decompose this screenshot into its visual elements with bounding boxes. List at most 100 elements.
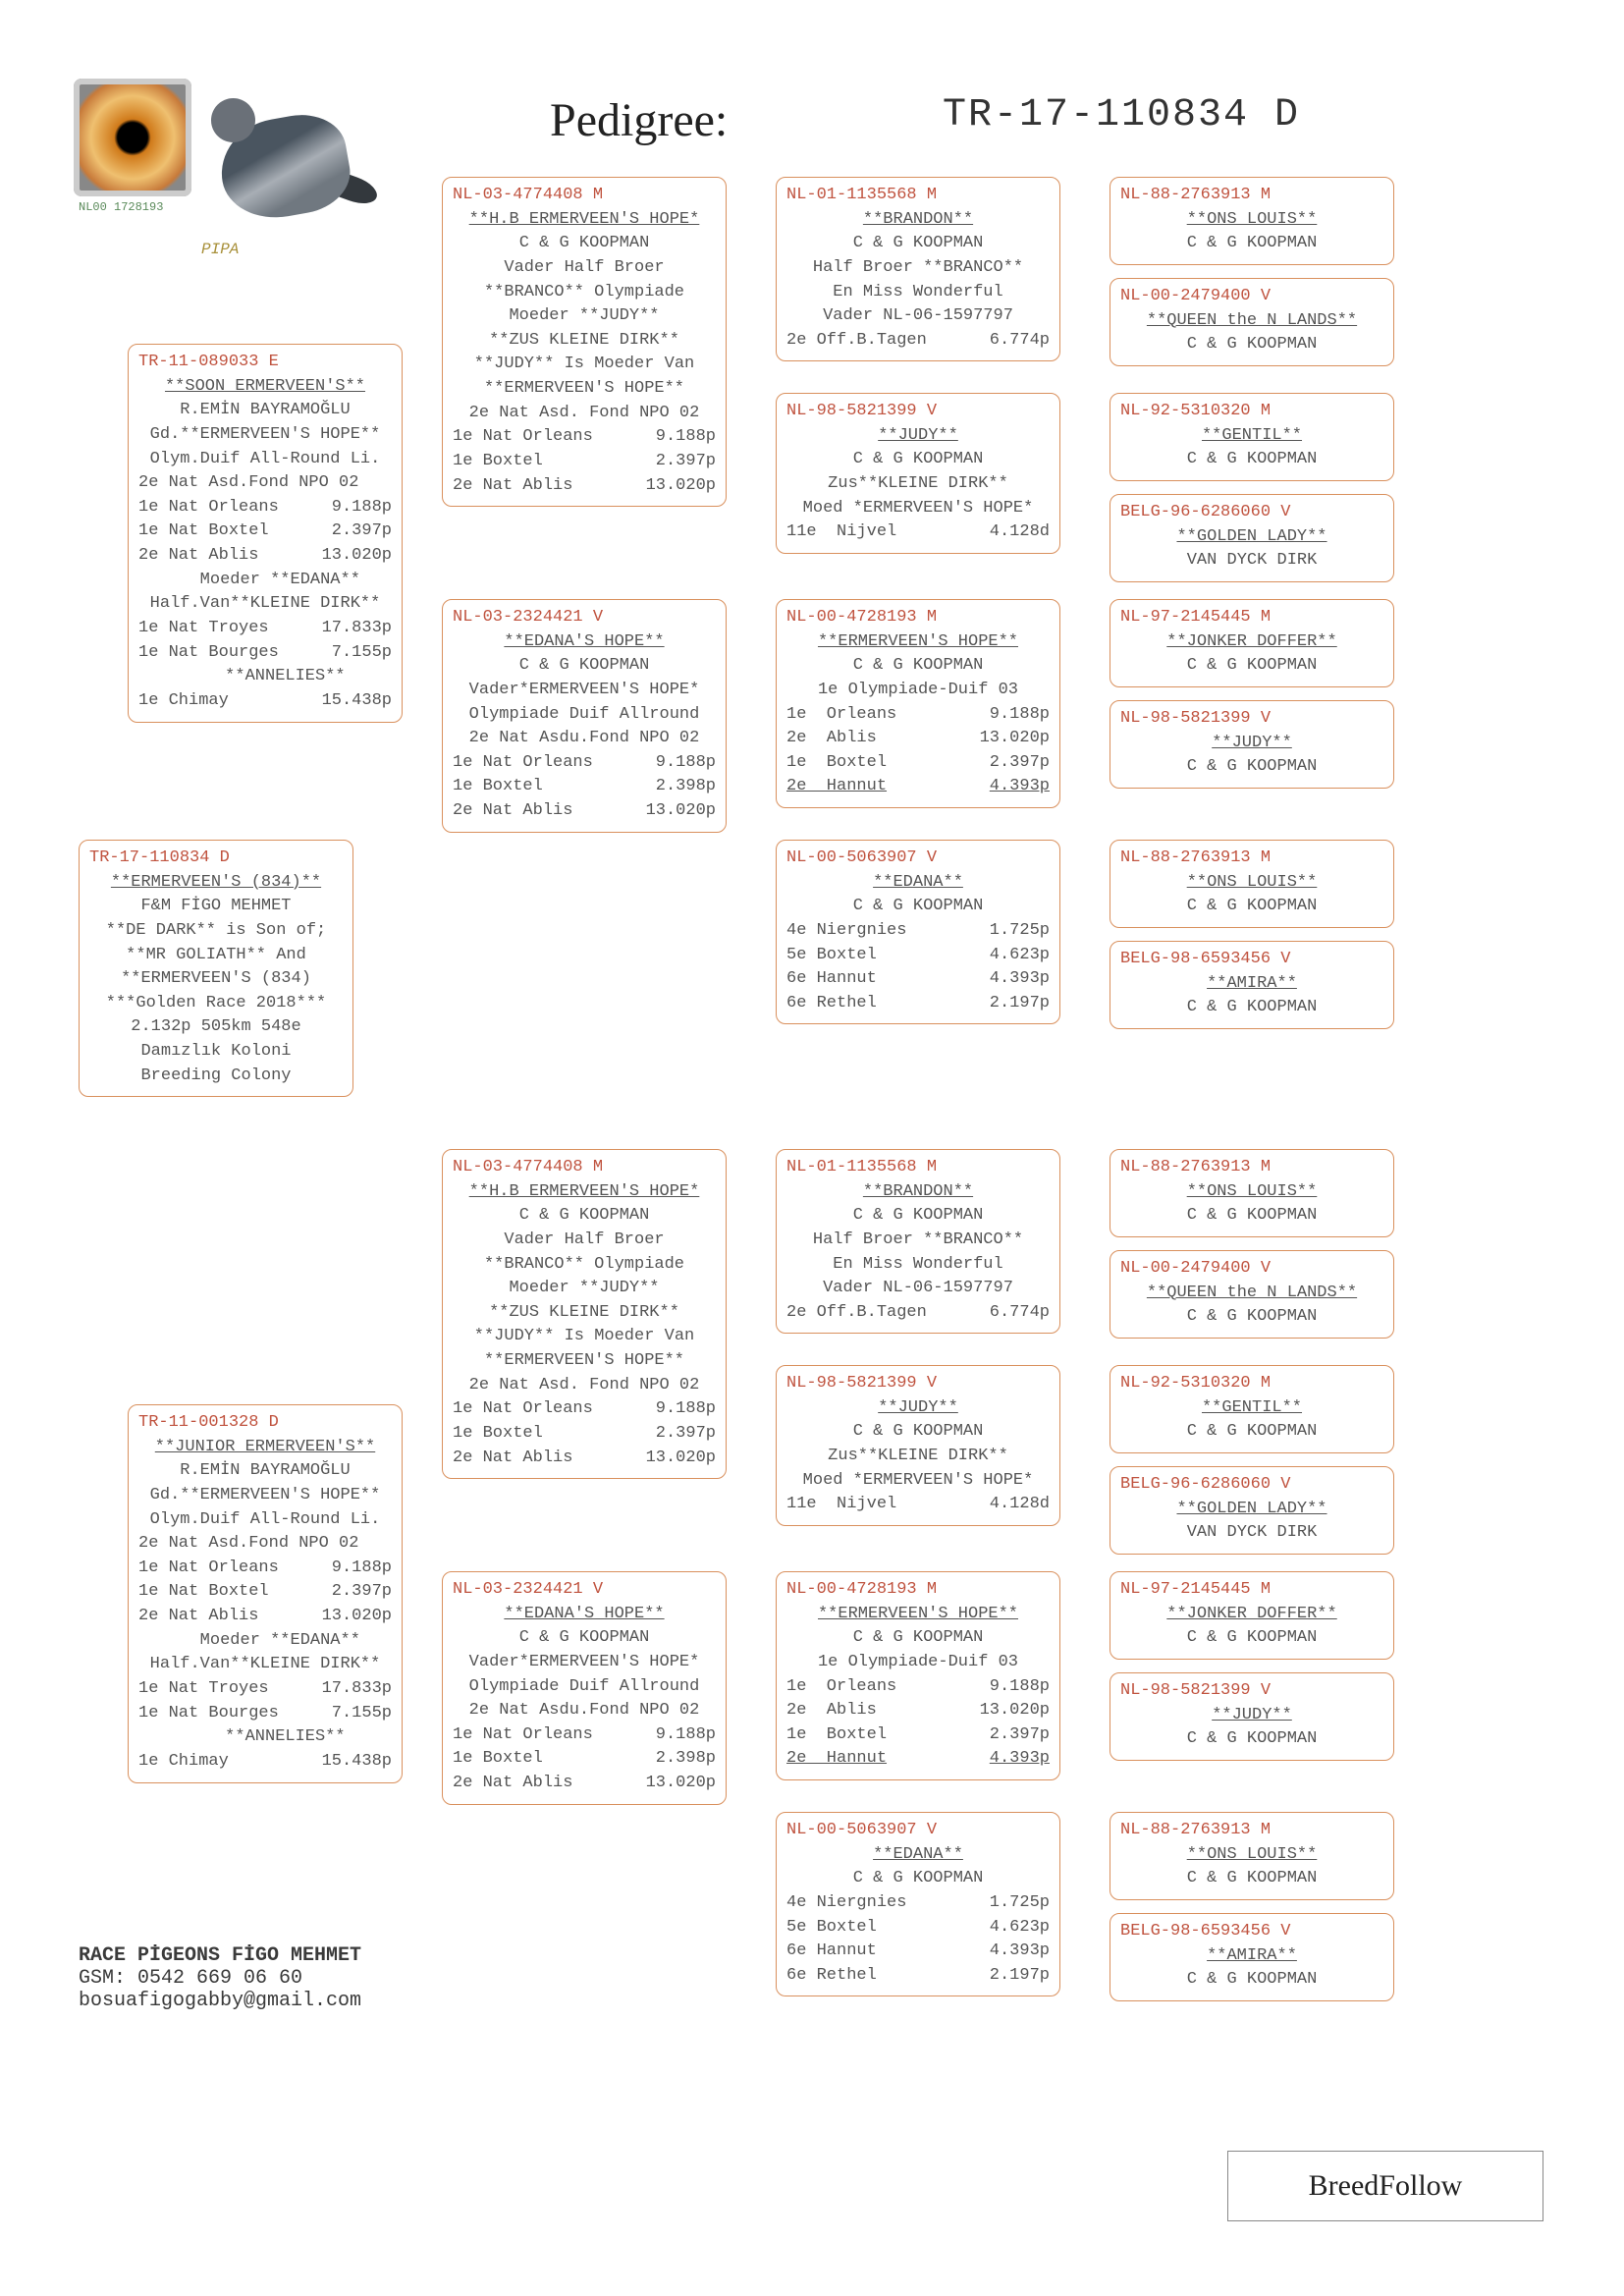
info-line: C & G KOOPMAN <box>453 654 716 679</box>
result-row: 1e Nat Troyes17.833p <box>138 617 392 641</box>
ring-number: NL-88-2763913 M <box>1120 1821 1271 1839</box>
info-line: **ERMERVEEN'S (834) <box>89 967 343 992</box>
pigeon-name: **ERMERVEEN'S HOPE** <box>786 630 1050 655</box>
info-line: 1e Olympiade-Duif 03 <box>786 1651 1050 1675</box>
info-line: Moeder **JUDY** <box>453 1277 716 1301</box>
pigeon-name: **ONS LOUIS** <box>1120 208 1383 233</box>
box-greatgrandparent-4: NL-01-1135568 M**BRANDON**C & G KOOPMANH… <box>776 1149 1060 1334</box>
info-line: C & G KOOPMAN <box>1120 755 1383 780</box>
result-row: 1e Orleans9.188p <box>786 1675 1050 1700</box>
ring-number: TR-11-089033 E <box>138 353 279 371</box>
info-line: Vader NL-06-1597797 <box>786 304 1050 329</box>
result-row: 2e Nat Ablis13.020p <box>138 1605 392 1629</box>
result-row: 2e Nat Ablis13.020p <box>453 1447 716 1471</box>
info-line: En Miss Wonderful <box>786 281 1050 305</box>
result-row: 1e Boxtel2.397p <box>453 1422 716 1447</box>
result-row: 1e Nat Orleans9.188p <box>138 1557 392 1581</box>
info-line: C & G KOOPMAN <box>453 1204 716 1229</box>
box-grandparent-3: NL-03-2324421 V**EDANA'S HOPE**C & G KOO… <box>442 1571 727 1805</box>
ring-number: NL-88-2763913 M <box>1120 186 1271 204</box>
info-line: Moed *ERMERVEEN'S HOPE* <box>786 497 1050 521</box>
ring-number: TR-11-001328 D <box>138 1413 279 1432</box>
result-row: 1e Boxtel2.398p <box>453 775 716 799</box>
box-dam: TR-11-001328 D**JUNIOR ERMERVEEN'S**R.EM… <box>128 1404 403 1783</box>
info-line: 2e Nat Asdu.Fond NPO 02 <box>453 1699 716 1723</box>
result-row: 6e Hannut4.393p <box>786 1940 1050 1964</box>
breedfollow-stamp: BreedFollow <box>1227 2151 1543 2221</box>
info-line: VAN DYCK DIRK <box>1120 1521 1383 1546</box>
ring-number: BELG-96-6286060 V <box>1120 1475 1290 1494</box>
info-line: **MR GOLIATH** And <box>89 944 343 968</box>
result-row: 1e Nat Troyes17.833p <box>138 1677 392 1702</box>
result-row: 1e Boxtel2.397p <box>453 450 716 474</box>
info-line: **JUDY** Is Moeder Van <box>453 1325 716 1349</box>
info-line: C & G KOOPMAN <box>453 232 716 256</box>
box-gggp-7: BELG-98-6593456 V**AMIRA**C & G KOOPMAN <box>1110 941 1394 1029</box>
info-line: C & G KOOPMAN <box>1120 1204 1383 1229</box>
info-line: **ZUS KLEINE DIRK** <box>453 329 716 354</box>
pigeon-name: **ONS LOUIS** <box>1120 1180 1383 1205</box>
info-line: 2e Nat Asd. Fond NPO 02 <box>453 1374 716 1398</box>
info-line: 2e Nat Asd. Fond NPO 02 <box>453 402 716 426</box>
info-line: En Miss Wonderful <box>786 1253 1050 1278</box>
result-row: 1e Nat Orleans9.188p <box>138 496 392 520</box>
info-line: C & G KOOPMAN <box>786 895 1050 919</box>
pigeon-name: **ERMERVEEN'S (834)** <box>89 871 343 896</box>
box-greatgrandparent-6: NL-00-4728193 M**ERMERVEEN'S HOPE**C & G… <box>776 1571 1060 1780</box>
pigeon-name: **SOON ERMERVEEN'S** <box>138 375 392 400</box>
result-row: 5e Boxtel4.623p <box>786 944 1050 968</box>
info-line: **ANNELIES** <box>138 1725 392 1750</box>
box-gggp-2: NL-92-5310320 M**GENTIL**C & G KOOPMAN <box>1110 393 1394 481</box>
info-line: C & G KOOPMAN <box>1120 448 1383 472</box>
ring-number: NL-00-5063907 V <box>786 848 937 867</box>
info-line: Moeder **EDANA** <box>138 1629 392 1654</box>
result-row: 2e Ablis13.020p <box>786 1699 1050 1723</box>
info-line: ***Golden Race 2018*** <box>89 992 343 1016</box>
box-grandparent-2: NL-03-4774408 M**H.B ERMERVEEN'S HOPE*C … <box>442 1149 727 1479</box>
info-line: C & G KOOPMAN <box>1120 1727 1383 1752</box>
box-greatgrandparent-0: NL-01-1135568 M**BRANDON**C & G KOOPMANH… <box>776 177 1060 361</box>
pigeon-name: **JUNIOR ERMERVEEN'S** <box>138 1436 392 1460</box>
result-row: 1e Nat Bourges7.155p <box>138 1702 392 1726</box>
pigeon-name: **JONKER DOFFER** <box>1120 630 1383 655</box>
result-row: 6e Rethel2.197p <box>786 1964 1050 1989</box>
pigeon-name: **EDANA'S HOPE** <box>453 1603 716 1627</box>
pigeon-name: **ONS LOUIS** <box>1120 1843 1383 1868</box>
ring-number: NL-03-4774408 M <box>453 1158 603 1176</box>
pigeon-name: **EDANA'S HOPE** <box>453 630 716 655</box>
result-row: 2e Nat Ablis13.020p <box>453 799 716 824</box>
box-gggp-14: NL-88-2763913 M**ONS LOUIS**C & G KOOPMA… <box>1110 1812 1394 1900</box>
info-line: Olympiade Duif Allround <box>453 1675 716 1700</box>
ring-number: NL-88-2763913 M <box>1120 848 1271 867</box>
box-gggp-8: NL-88-2763913 M**ONS LOUIS**C & G KOOPMA… <box>1110 1149 1394 1237</box>
info-line: **ERMERVEEN'S HOPE** <box>453 1349 716 1374</box>
box-gggp-5: NL-98-5821399 V**JUDY**C & G KOOPMAN <box>1110 700 1394 789</box>
result-row: 6e Hannut4.393p <box>786 967 1050 992</box>
result-row: 1e Orleans9.188p <box>786 703 1050 728</box>
contact-email: bosuafigogabby@gmail.com <box>79 1990 361 2012</box>
result-row: 11e Nijvel4.128d <box>786 520 1050 545</box>
info-line: C & G KOOPMAN <box>786 1204 1050 1229</box>
info-line: Half.Van**KLEINE DIRK** <box>138 1653 392 1677</box>
pigeon-name: **GENTIL** <box>1120 424 1383 449</box>
pigeon-name: **BRANDON** <box>786 208 1050 233</box>
info-line: F&M FİGO MEHMET <box>89 895 343 919</box>
result-row: 1e Chimay15.438p <box>138 689 392 714</box>
result-row: 2e Off.B.Tagen6.774p <box>786 329 1050 354</box>
ring-number: NL-00-4728193 M <box>786 1580 937 1599</box>
result-row: 1e Nat Orleans9.188p <box>453 1723 716 1748</box>
ring-number: NL-98-5821399 V <box>786 1374 937 1393</box>
info-line: C & G KOOPMAN <box>1120 1968 1383 1993</box>
ring-number: NL-00-2479400 V <box>1120 1259 1271 1278</box>
ring-number: NL-01-1135568 M <box>786 1158 937 1176</box>
info-line: C & G KOOPMAN <box>786 1867 1050 1891</box>
pigeon-name: **QUEEN the N LANDS** <box>1120 309 1383 334</box>
ring-number: NL-03-2324421 V <box>453 608 603 627</box>
info-line: Vader*ERMERVEEN'S HOPE* <box>453 1651 716 1675</box>
info-line: Moed *ERMERVEEN'S HOPE* <box>786 1469 1050 1494</box>
info-line: **DE DARK** is Son of; <box>89 919 343 944</box>
eye-caption: NL00 1728193 <box>79 200 163 214</box>
pigeon-name: **GENTIL** <box>1120 1396 1383 1421</box>
ring-number: NL-03-4774408 M <box>453 186 603 204</box>
box-sire: TR-11-089033 E**SOON ERMERVEEN'S**R.EMİN… <box>128 344 403 723</box>
